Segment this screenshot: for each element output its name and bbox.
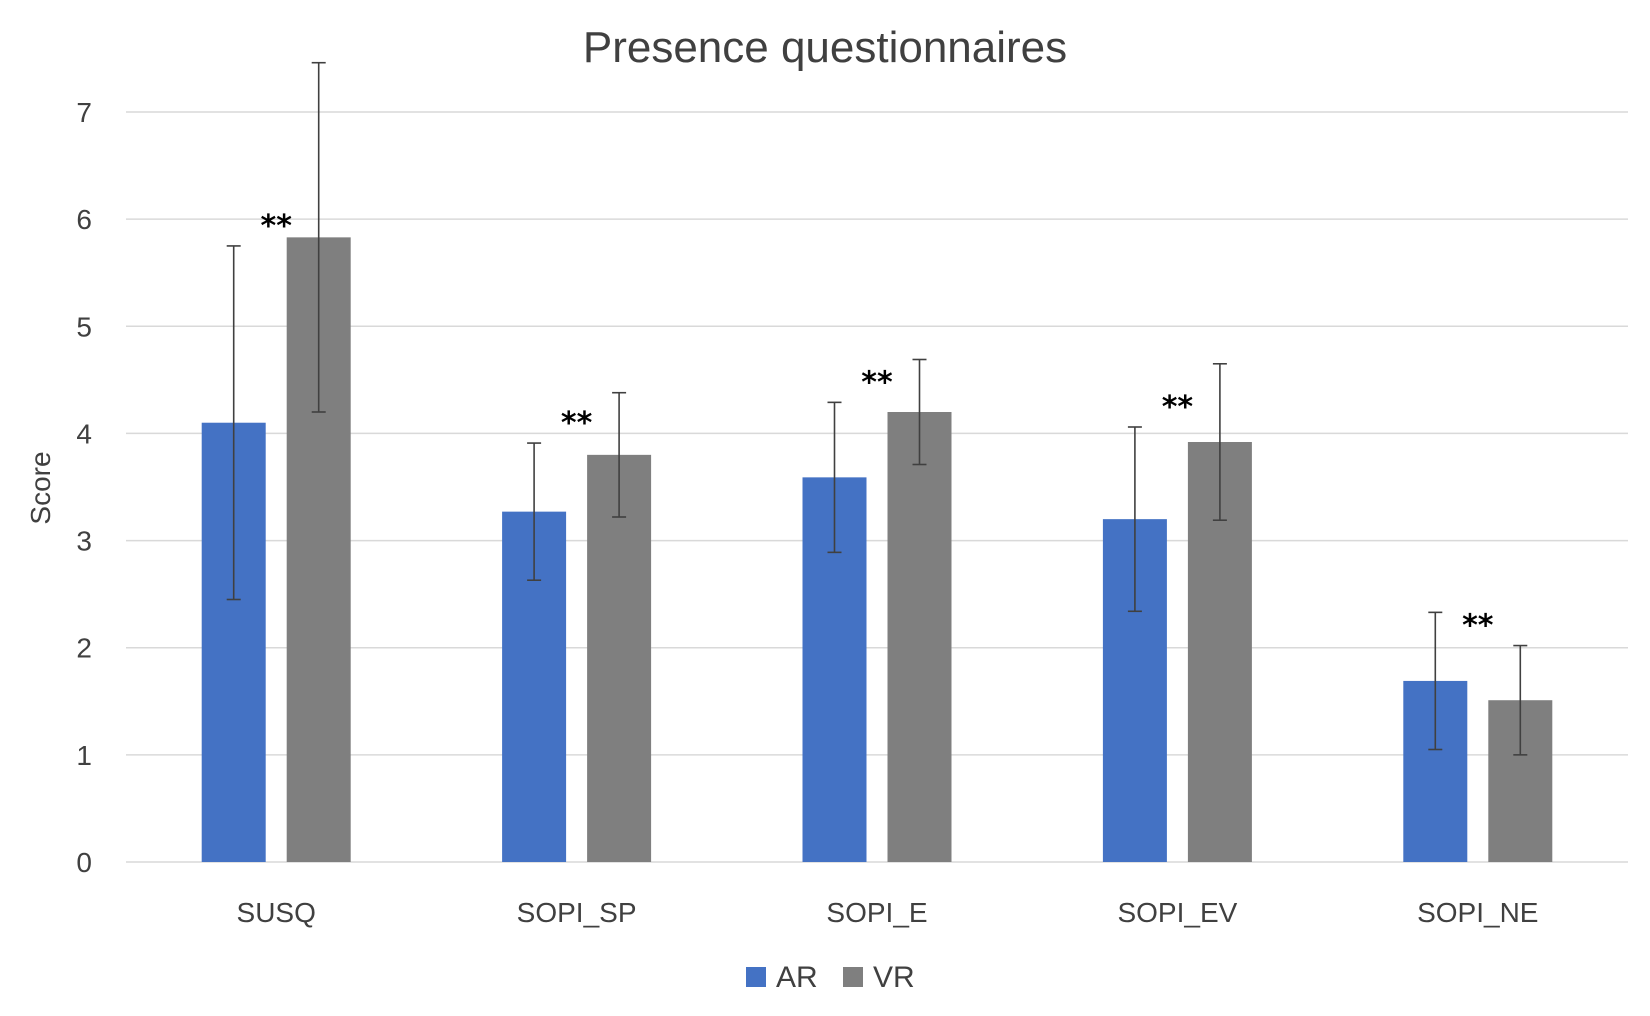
y-tick-label: 5: [76, 311, 92, 342]
error-bar: [912, 358, 927, 466]
error-bar: [827, 401, 842, 554]
error-bar: [1127, 426, 1142, 613]
x-tick-label: SUSQ: [237, 897, 316, 928]
y-tick-label: 6: [76, 204, 92, 235]
gridlines: [126, 111, 1628, 863]
legend-label-ar: AR: [776, 961, 818, 994]
y-tick-label: 2: [76, 633, 92, 664]
bar-vr-sopi_e: [887, 412, 952, 862]
y-tick-label: 4: [76, 418, 92, 449]
error-bar: [527, 442, 542, 582]
legend-label-vr: VR: [873, 961, 915, 994]
bars: ** ** ** ** **: [201, 61, 1553, 862]
y-tick-label: 0: [76, 847, 92, 878]
legend: AR VR: [746, 961, 915, 994]
significance-marker: **: [561, 406, 593, 441]
significance-marker: **: [261, 209, 293, 244]
chart-title: Presence questionnaires: [583, 23, 1067, 72]
significance-marker: **: [1162, 390, 1194, 425]
bar-vr-sopi_sp: [587, 454, 652, 862]
error-bar: [612, 391, 627, 518]
legend-swatch-vr: [843, 967, 863, 987]
y-axis-ticks: 0 1 2 3 4 5 6 7: [76, 97, 92, 878]
x-tick-label: SOPI_NE: [1417, 897, 1538, 928]
significance-marker: **: [861, 365, 893, 400]
x-axis-ticks: SUSQ SOPI_SP SOPI_E SOPI_EV SOPI_NE: [237, 897, 1539, 928]
y-tick-label: 7: [76, 97, 92, 128]
x-tick-label: SOPI_E: [826, 897, 927, 928]
error-bar: [1513, 644, 1528, 756]
error-bar: [226, 245, 241, 601]
error-bar: [1428, 611, 1443, 751]
x-tick-label: SOPI_EV: [1117, 897, 1237, 928]
significance-marker: **: [1462, 609, 1494, 644]
x-tick-label: SOPI_SP: [517, 897, 637, 928]
error-bar: [1212, 362, 1227, 522]
y-tick-label: 1: [76, 740, 92, 771]
legend-swatch-ar: [746, 967, 766, 987]
error-bar: [311, 61, 326, 413]
y-axis-title: Score: [25, 451, 56, 524]
y-tick-label: 3: [76, 526, 92, 557]
